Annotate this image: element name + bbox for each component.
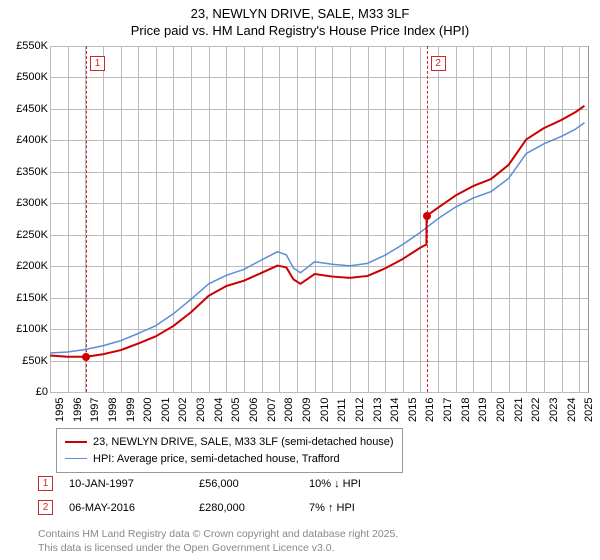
xtick-label: 2013 [372,398,384,422]
ytick-label: £100K [4,323,48,335]
xtick-label: 2012 [354,398,366,422]
ytick-label: £250K [4,229,48,241]
xtick-label: 2015 [407,398,419,422]
xtick-label: 2009 [301,398,313,422]
footer-line: Contains HM Land Registry data © Crown c… [38,528,398,542]
gridline-horizontal [50,392,588,393]
ytick-label: £400K [4,134,48,146]
ytick-label: £500K [4,71,48,83]
xtick-label: 2025 [583,398,595,422]
xtick-label: 2010 [319,398,331,422]
xtick-label: 2022 [530,398,542,422]
sale-marker-badge: 1 [38,476,53,491]
ytick-label: £50K [4,355,48,367]
title-address: 23, NEWLYN DRIVE, SALE, M33 3LF [0,6,600,23]
sale-price: £280,000 [199,502,309,514]
xtick-label: 2017 [442,398,454,422]
xtick-label: 2004 [213,398,225,422]
xtick-label: 2003 [195,398,207,422]
sale-row-2: 2 06-MAY-2016 £280,000 7% ↑ HPI [38,500,409,515]
sale-pct-vs-hpi: 10% ↓ HPI [309,478,409,490]
xtick-label: 2024 [566,398,578,422]
xtick-label: 2020 [495,398,507,422]
legend-item-hpi: HPI: Average price, semi-detached house,… [65,451,394,468]
ytick-label: £300K [4,197,48,209]
series-line-price_paid [50,106,584,357]
xtick-label: 2011 [336,398,348,422]
xtick-label: 2021 [513,398,525,422]
footer-attribution: Contains HM Land Registry data © Crown c… [38,528,398,555]
series-line-hpi [50,123,584,353]
sale-marker-badge: 2 [38,500,53,515]
legend-label: HPI: Average price, semi-detached house,… [93,451,340,468]
xtick-label: 1997 [89,398,101,422]
xtick-label: 2005 [230,398,242,422]
xtick-label: 2014 [389,398,401,422]
legend-label: 23, NEWLYN DRIVE, SALE, M33 3LF (semi-de… [93,434,394,451]
sale-date: 06-MAY-2016 [69,502,199,514]
xtick-label: 2000 [142,398,154,422]
title-subtitle: Price paid vs. HM Land Registry's House … [0,23,600,40]
ytick-label: £200K [4,260,48,272]
xtick-label: 1999 [125,398,137,422]
ytick-label: £150K [4,292,48,304]
xtick-label: 1995 [54,398,66,422]
legend-swatch [65,441,87,443]
ytick-label: £450K [4,103,48,115]
xtick-label: 2023 [548,398,560,422]
title-block: 23, NEWLYN DRIVE, SALE, M33 3LF Price pa… [0,0,600,40]
xtick-label: 2007 [266,398,278,422]
xtick-label: 1996 [72,398,84,422]
xtick-label: 2018 [460,398,472,422]
ytick-label: £350K [4,166,48,178]
xtick-label: 2002 [177,398,189,422]
legend: 23, NEWLYN DRIVE, SALE, M33 3LF (semi-de… [56,428,403,473]
footer-line: This data is licensed under the Open Gov… [38,542,398,556]
ytick-label: £0 [4,386,48,398]
sale-row-1: 1 10-JAN-1997 £56,000 10% ↓ HPI [38,476,409,491]
sale-date: 10-JAN-1997 [69,478,199,490]
chart-container: 23, NEWLYN DRIVE, SALE, M33 3LF Price pa… [0,0,600,560]
legend-swatch [65,458,87,459]
chart-lines [50,46,588,392]
xtick-label: 2016 [424,398,436,422]
xtick-label: 2001 [160,398,172,422]
xtick-label: 2019 [477,398,489,422]
sale-price: £56,000 [199,478,309,490]
xtick-label: 1998 [107,398,119,422]
xtick-label: 2006 [248,398,260,422]
legend-item-price-paid: 23, NEWLYN DRIVE, SALE, M33 3LF (semi-de… [65,434,394,451]
sale-pct-vs-hpi: 7% ↑ HPI [309,502,409,514]
xtick-label: 2008 [283,398,295,422]
ytick-label: £550K [4,40,48,52]
